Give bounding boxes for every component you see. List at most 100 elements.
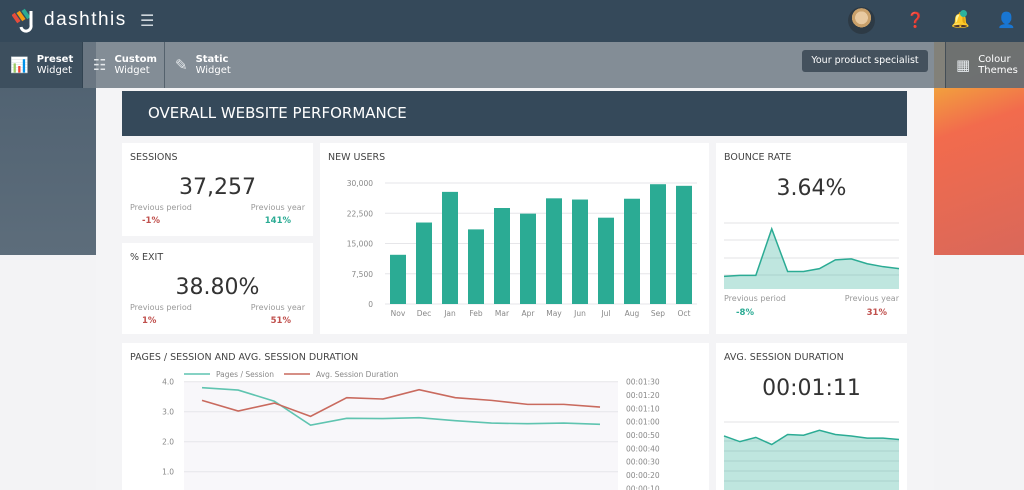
x-tick-label: Mar [495, 309, 510, 318]
widget-title: AVG. SESSION DURATION [724, 352, 844, 363]
right-tick-label: 00:01:00 [626, 418, 660, 427]
x-tick-label: Aug [625, 309, 640, 318]
sparkline-area [724, 228, 899, 289]
prev-period-value: -8% [736, 308, 754, 318]
user-icon[interactable]: 👤 [997, 11, 1016, 29]
y-tick-label: 7,500 [352, 270, 374, 279]
bar [572, 199, 588, 304]
right-tick-label: 00:01:30 [626, 378, 660, 387]
y-tick-label: 30,000 [347, 179, 373, 188]
bar [494, 208, 510, 304]
avg-duration-sparkline [723, 421, 900, 490]
prev-year-value: 31% [866, 308, 887, 318]
product-specialist-avatar[interactable] [848, 7, 875, 34]
hamburger-icon[interactable]: ☰ [140, 11, 155, 30]
bar [546, 198, 562, 304]
custom-subtitle: Widget [114, 65, 150, 76]
x-tick-label: Jul [600, 309, 610, 318]
plot-background [184, 381, 618, 490]
prev-period-value: 1% [142, 316, 157, 326]
product-specialist-tooltip: Your product specialist [802, 50, 928, 72]
preset-widget-button[interactable]: 📊 Preset Widget [0, 42, 83, 88]
exit-widget[interactable]: % EXIT 38.80% Previous period Previous y… [122, 243, 313, 334]
sliders-icon: ☷ [93, 55, 107, 74]
x-tick-label: Apr [522, 309, 536, 318]
colour-themes-button[interactable]: ▦ Colour Themes [945, 42, 1024, 88]
custom-widget-button[interactable]: ☷ Custom Widget [83, 42, 165, 88]
top-bar: dashthis ☰ ❓ 🔔 👤 [0, 0, 1024, 42]
bar [416, 222, 432, 304]
x-tick-label: May [546, 309, 562, 318]
series-line [201, 386, 601, 427]
avg-session-duration-widget[interactable]: AVG. SESSION DURATION 00:01:11 [716, 343, 907, 490]
x-tick-label: Feb [469, 309, 483, 318]
sparkline-area [724, 430, 899, 490]
bar [468, 229, 484, 304]
left-tick-label: 3.0 [162, 408, 174, 417]
bar [442, 191, 458, 304]
bar [624, 198, 640, 304]
new-users-bar-chart: 30,000 22,500 15,000 7,500 0 Nov Dec Jan Feb Mar A… [347, 179, 697, 318]
pages-session-widget[interactable]: PAGES / SESSION AND AVG. SESSION DURATIO… [122, 343, 709, 490]
new-users-widget[interactable]: NEW USERS 30,000 22,500 15,000 7,500 0 Nov Dec… [320, 143, 709, 334]
right-tick-label: 00:01:10 [626, 404, 660, 413]
avg-duration-value: 00:01:11 [762, 376, 861, 401]
y-tick-label: 22,500 [347, 209, 373, 218]
palette-icon: ▦ [956, 55, 971, 74]
widget-title: % EXIT [130, 252, 164, 263]
sessions-value: 37,257 [179, 175, 256, 200]
app-name: dashthis [44, 9, 127, 30]
right-tick-label: 00:00:20 [626, 471, 660, 480]
prev-year-label: Previous year [250, 203, 305, 212]
prev-period-label: Previous period [130, 203, 192, 212]
preset-subtitle: Widget [36, 65, 72, 76]
left-tick-label: 2.0 [162, 438, 174, 447]
dashthis-logo-icon [12, 8, 33, 33]
custom-title: Custom [114, 54, 157, 65]
prev-year-label: Previous year [844, 294, 899, 303]
right-tick-label: 00:00:10 [626, 484, 660, 490]
exit-value: 38.80% [175, 275, 260, 300]
left-tick-label: 1.0 [162, 468, 174, 477]
notification-badge [960, 10, 967, 17]
edit-icon: ✎ [175, 55, 188, 74]
sessions-widget[interactable]: SESSIONS 37,257 Previous period Previous… [122, 143, 313, 236]
pages-duration-line-chart: 4.0 3.0 2.0 1.0 00:01:30 00:01:20 00:01:10 00:0… [162, 370, 660, 490]
bar-chart-icon: 📊 [10, 55, 29, 74]
x-tick-label: Oct [678, 309, 691, 318]
prev-year-value: 141% [264, 216, 291, 226]
question-icon[interactable]: ❓ [906, 11, 925, 29]
bar [520, 213, 536, 304]
bar [390, 254, 406, 304]
left-tick-label: 4.0 [162, 378, 174, 387]
right-tick-label: 00:00:40 [626, 444, 660, 453]
right-tick-label: 00:00:30 [626, 458, 660, 467]
prev-year-label: Previous year [250, 303, 305, 312]
sparkline-line [723, 429, 900, 446]
themes-subtitle: Themes [978, 65, 1018, 76]
widget-title: NEW USERS [328, 152, 386, 163]
static-title: Static [195, 54, 229, 65]
prev-year-value: 51% [270, 316, 291, 326]
legend-label: Avg. Session Duration [316, 370, 398, 379]
static-widget-button[interactable]: ✎ Static Widget [165, 42, 245, 88]
y-tick-label: 15,000 [347, 240, 373, 249]
static-subtitle: Widget [195, 65, 231, 76]
prev-period-value: -1% [142, 216, 160, 226]
dashboard-title: OVERALL WEBSITE PERFORMANCE [122, 91, 907, 136]
x-tick-label: Sep [651, 309, 665, 318]
sparkline-line [723, 226, 900, 278]
widget-title: SESSIONS [130, 152, 178, 163]
right-tick-label: 00:00:50 [626, 431, 660, 440]
right-tick-label: 00:01:20 [626, 391, 660, 400]
legend-label: Pages / Session [216, 370, 274, 379]
prev-period-label: Previous period [130, 303, 192, 312]
bounce-rate-widget[interactable]: BOUNCE RATE 3.64% Previous period Previo… [716, 143, 907, 334]
bar [676, 185, 692, 304]
logo[interactable]: dashthis [12, 7, 127, 33]
widget-title: PAGES / SESSION AND AVG. SESSION DURATIO… [130, 352, 359, 363]
x-tick-label: Jan [443, 309, 456, 318]
widget-title: BOUNCE RATE [724, 152, 792, 163]
bounce-sparkline [723, 222, 900, 289]
series-line [201, 388, 601, 418]
